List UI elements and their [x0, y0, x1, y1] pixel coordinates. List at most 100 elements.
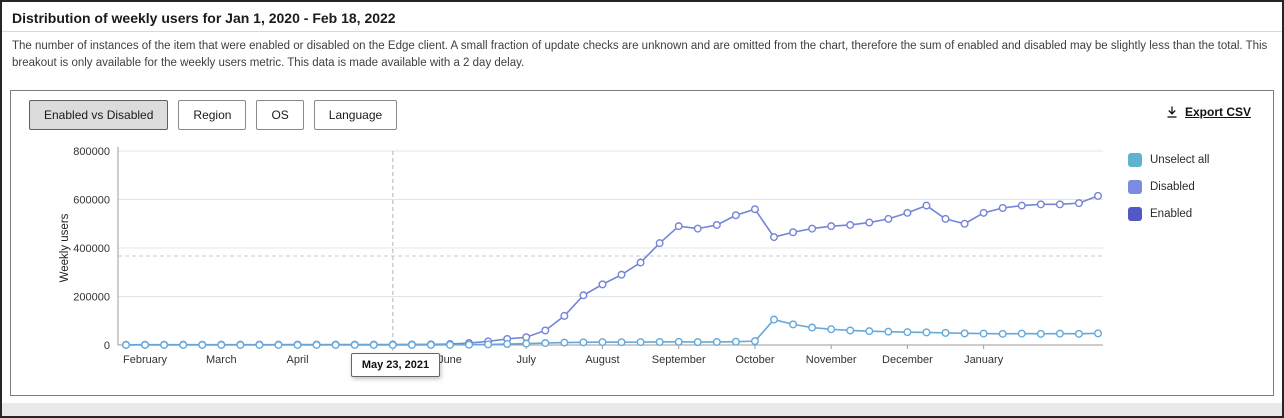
- data-point-disabled[interactable]: [827, 325, 836, 334]
- data-point-disabled[interactable]: [884, 327, 893, 336]
- chart-card: Enabled vs Disabled Region OS Language E…: [10, 90, 1274, 396]
- data-point-disabled[interactable]: [274, 340, 283, 349]
- data-point-disabled[interactable]: [350, 340, 359, 349]
- data-point-enabled[interactable]: [579, 291, 588, 300]
- data-point-disabled[interactable]: [1017, 329, 1026, 338]
- data-point-enabled[interactable]: [1074, 199, 1083, 208]
- data-point-enabled[interactable]: [998, 203, 1007, 212]
- data-point-disabled[interactable]: [1055, 329, 1064, 338]
- data-point-enabled[interactable]: [750, 205, 759, 214]
- tab-region[interactable]: Region: [178, 100, 247, 130]
- data-point-disabled[interactable]: [750, 337, 759, 346]
- data-point-enabled[interactable]: [598, 280, 607, 289]
- data-point-disabled[interactable]: [617, 338, 626, 347]
- data-point-disabled[interactable]: [503, 340, 512, 349]
- data-point-enabled[interactable]: [865, 218, 874, 227]
- data-point-enabled[interactable]: [541, 326, 550, 335]
- data-point-disabled[interactable]: [217, 340, 226, 349]
- line-chart[interactable]: 0 200000 400000 600000 800000 February March Ap…: [58, 143, 1118, 388]
- data-point-disabled[interactable]: [121, 340, 130, 349]
- data-point-enabled[interactable]: [1093, 191, 1102, 200]
- data-point-disabled[interactable]: [369, 340, 378, 349]
- data-point-disabled[interactable]: [484, 340, 493, 349]
- horizontal-scrollbar[interactable]: [2, 403, 1282, 416]
- data-point-disabled[interactable]: [636, 338, 645, 347]
- data-point-enabled[interactable]: [1036, 200, 1045, 209]
- data-point-disabled[interactable]: [789, 320, 798, 329]
- data-point-disabled[interactable]: [674, 337, 683, 346]
- data-point-enabled[interactable]: [1055, 200, 1064, 209]
- data-point-enabled[interactable]: [941, 214, 950, 223]
- series-line-disabled: [125, 318, 1099, 346]
- data-point-enabled[interactable]: [960, 219, 969, 228]
- data-point-disabled[interactable]: [998, 329, 1007, 338]
- data-point-disabled[interactable]: [865, 327, 874, 336]
- data-point-disabled[interactable]: [655, 337, 664, 346]
- data-point-disabled[interactable]: [255, 340, 264, 349]
- data-point-disabled[interactable]: [388, 340, 397, 349]
- data-point-enabled[interactable]: [712, 220, 721, 229]
- x-tick-label: June: [438, 354, 462, 366]
- legend-label: Enabled: [1150, 208, 1193, 220]
- data-point-disabled[interactable]: [560, 338, 569, 347]
- data-point-disabled[interactable]: [236, 340, 245, 349]
- legend-item-disabled[interactable]: Disabled: [1128, 180, 1209, 194]
- data-point-disabled[interactable]: [960, 329, 969, 338]
- data-point-disabled[interactable]: [198, 340, 207, 349]
- data-point-enabled[interactable]: [617, 270, 626, 279]
- data-point-enabled[interactable]: [808, 224, 817, 233]
- weekly-users-chart: 0 200000 400000 600000 800000 February March Ap…: [58, 143, 1118, 388]
- data-point-disabled[interactable]: [465, 340, 474, 349]
- data-point-enabled[interactable]: [731, 211, 740, 220]
- data-point-enabled[interactable]: [1017, 201, 1026, 210]
- data-point-disabled[interactable]: [922, 328, 931, 337]
- data-point-enabled[interactable]: [922, 201, 931, 210]
- data-point-disabled[interactable]: [712, 337, 721, 346]
- data-point-disabled[interactable]: [141, 340, 150, 349]
- data-point-enabled[interactable]: [846, 220, 855, 229]
- x-tick-label: September: [652, 354, 706, 366]
- data-point-enabled[interactable]: [789, 228, 798, 237]
- data-point-disabled[interactable]: [1093, 329, 1102, 338]
- data-point-disabled[interactable]: [446, 340, 455, 349]
- data-point-disabled[interactable]: [579, 338, 588, 347]
- data-point-disabled[interactable]: [903, 328, 912, 337]
- data-point-disabled[interactable]: [541, 339, 550, 348]
- data-point-disabled[interactable]: [1074, 329, 1083, 338]
- data-point-disabled[interactable]: [426, 340, 435, 349]
- data-point-enabled[interactable]: [693, 224, 702, 233]
- data-point-disabled[interactable]: [179, 340, 188, 349]
- data-point-enabled[interactable]: [884, 214, 893, 223]
- tab-os[interactable]: OS: [256, 100, 304, 130]
- data-point-disabled[interactable]: [731, 337, 740, 346]
- data-point-disabled[interactable]: [1036, 329, 1045, 338]
- data-point-enabled[interactable]: [827, 222, 836, 231]
- data-point-disabled[interactable]: [808, 323, 817, 332]
- data-point-enabled[interactable]: [636, 258, 645, 267]
- export-csv-button[interactable]: Export CSV: [1165, 105, 1251, 119]
- legend-item-enabled[interactable]: Enabled: [1128, 207, 1209, 221]
- data-point-disabled[interactable]: [846, 326, 855, 335]
- data-point-disabled[interactable]: [693, 338, 702, 347]
- data-point-disabled[interactable]: [979, 329, 988, 338]
- data-point-disabled[interactable]: [598, 338, 607, 347]
- data-point-enabled[interactable]: [674, 222, 683, 231]
- data-point-enabled[interactable]: [979, 208, 988, 217]
- legend-item-unselect-all[interactable]: Unselect all: [1128, 153, 1209, 167]
- data-point-enabled[interactable]: [655, 239, 664, 248]
- tab-language[interactable]: Language: [313, 100, 398, 130]
- data-point-disabled[interactable]: [331, 340, 340, 349]
- data-point-disabled[interactable]: [770, 315, 779, 324]
- data-point-disabled[interactable]: [522, 339, 531, 348]
- tab-enabled-vs-disabled[interactable]: Enabled vs Disabled: [29, 100, 169, 130]
- chart-tooltip: May 23, 2021: [350, 353, 441, 377]
- data-point-enabled[interactable]: [770, 233, 779, 242]
- data-point-disabled[interactable]: [941, 328, 950, 337]
- data-point-disabled[interactable]: [293, 340, 302, 349]
- data-point-enabled[interactable]: [903, 208, 912, 217]
- data-point-disabled[interactable]: [160, 340, 169, 349]
- data-point-disabled[interactable]: [407, 340, 416, 349]
- legend-swatch: [1128, 207, 1142, 221]
- data-point-enabled[interactable]: [560, 311, 569, 320]
- data-point-disabled[interactable]: [312, 340, 321, 349]
